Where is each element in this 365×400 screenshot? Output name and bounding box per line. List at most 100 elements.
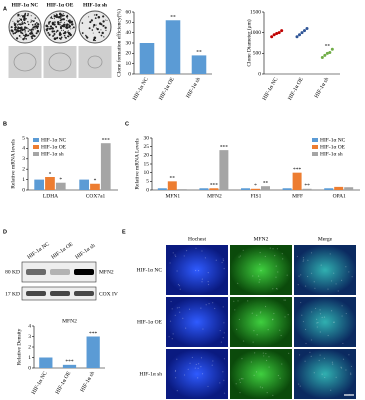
speckle [219,329,221,332]
significance: *** [102,137,111,143]
colony [30,28,33,31]
colony [67,35,69,38]
speckle [239,379,241,381]
colony [92,26,95,28]
bar [62,364,77,368]
colony [32,34,35,37]
colony [20,14,22,16]
colony [69,33,72,37]
colony [15,22,17,24]
bar [86,336,100,368]
colony [59,21,61,24]
speckle [272,248,274,250]
bar [139,43,155,74]
speckle [320,264,322,266]
colony [103,36,105,38]
speckle [179,311,181,313]
x-tick-label: HIF-1α OE [287,76,305,101]
speckle [259,263,261,265]
colony [24,26,26,28]
colony [51,15,53,17]
legend-label: HIF-1α OE [320,144,346,150]
colony [52,23,54,25]
colony [98,31,101,34]
colony [55,26,57,28]
speckle [188,308,191,310]
micrograph [294,297,356,347]
colony [59,37,62,40]
legend-label: HIF-1α OE [41,144,67,150]
colony [12,20,14,22]
y-tick-label: 30 [144,135,150,141]
y-axis-label: Clone Diameter (μm) [245,19,252,66]
speckle [185,327,187,329]
colony [62,29,64,31]
speckle [318,359,320,362]
colony [11,30,14,33]
colony [70,20,74,24]
speckle [208,303,210,305]
significance: * [59,177,62,183]
speckle [175,255,177,257]
colony [31,19,33,22]
speckle [222,337,224,339]
colony [62,18,65,21]
colony [51,30,54,33]
colony [60,18,62,20]
speckle [340,366,342,368]
y-tick-label: 15 [144,161,150,167]
colony [63,14,65,17]
y-tick-label: 20 [144,153,150,159]
panel-label: E [122,229,126,235]
speckle [301,314,303,316]
legend-label: HIF-1α sh [320,151,343,157]
y-tick-label: 1 [22,177,25,183]
speckle [234,309,236,311]
colony [19,18,23,21]
x-tick-label: LDHA [43,193,58,199]
colony [13,23,17,27]
point [323,53,327,57]
colony [45,25,47,27]
colony [14,28,17,31]
speckle [284,299,286,301]
speckle [182,317,184,320]
x-tick-label: HIF-1α OE [158,76,176,101]
speckle [174,314,176,316]
point [280,29,284,33]
plate [78,10,112,44]
panel-label: D [3,229,7,235]
colony [63,23,66,26]
speckle [201,373,204,375]
speckle [242,249,244,251]
speckle [174,369,177,372]
speckle [303,259,305,261]
colony [23,18,25,20]
bar [165,20,181,74]
colony [18,35,21,37]
speckle [253,330,255,332]
colony [62,12,64,14]
speckle [333,321,335,323]
colony [48,27,51,30]
speckle [297,283,299,286]
lane-label: HIF-1α OE [50,241,74,261]
speckle [236,328,238,330]
y-tick-label: 5 [22,135,25,141]
bar [282,188,292,190]
band-label: COX IV [99,291,118,297]
colony [32,28,34,31]
colony [31,30,33,32]
y-tick-label: 40 [126,30,132,36]
colony [96,14,98,16]
speckle [233,300,235,302]
x-tick-label: HIF-1α sh [80,370,97,393]
spheroid-image [8,46,42,78]
speckle [211,364,213,366]
y-tick-label: 30 [126,40,132,46]
colony [53,18,55,20]
y-tick-label: 5 [146,179,149,185]
speckle [239,255,241,257]
speckle [174,254,176,256]
speckle [223,379,225,381]
